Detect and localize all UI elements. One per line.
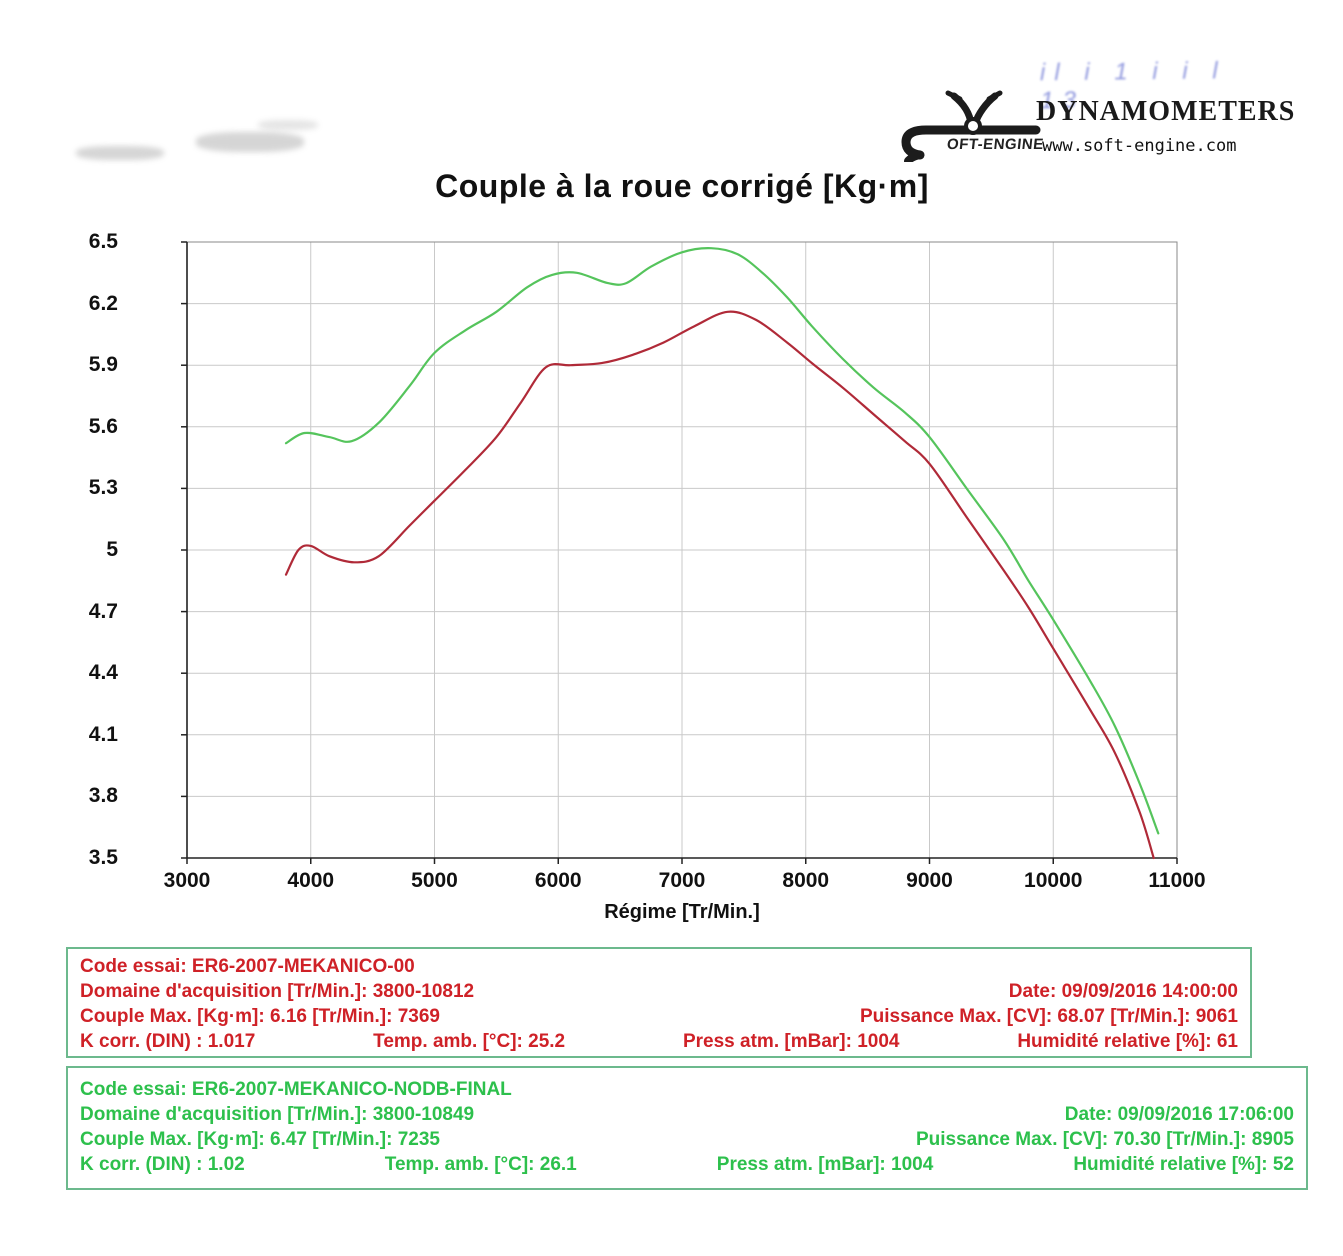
humidity: Humidité relative [%]: 52 — [1073, 1154, 1294, 1175]
x-axis-title: Régime [Tr/Min.] — [604, 901, 760, 923]
acquisition-domain: Domaine d'acquisition [Tr/Min.]: 3800-10… — [80, 1104, 475, 1125]
x-tick-label: 9000 — [906, 869, 953, 892]
y-tick-label: 5.3 — [88, 476, 118, 500]
puissance-max: Puissance Max. [CV]: 68.07 [Tr/Min.]: 90… — [859, 1006, 1238, 1027]
test-date: Date: 09/09/2016 17:06:00 — [1064, 1104, 1294, 1125]
couple-max: Couple Max. [Kg·m]: 6.16 [Tr/Min.]: 7369 — [80, 1006, 440, 1027]
y-tick-label: 3.5 — [88, 846, 118, 869]
website-url: www.soft-engine.com — [1042, 136, 1237, 156]
curve-ER6-2007-MEKANICO-NODB-FINAL — [284, 247, 1160, 835]
brand-name: DYNAMOMETERS — [1036, 96, 1296, 127]
code-essai-line: Code essai: ER6-2007-MEKANICO-NODB-FINAL — [80, 1077, 1294, 1102]
soft-engine-logo — [901, 90, 1041, 162]
code-essai-line: Code essai: ER6-2007-MEKANICO-00 — [80, 954, 1238, 979]
scan-artifact — [76, 146, 164, 160]
chart-title: Couple à la roue corrigé [Kg·m] — [435, 168, 929, 204]
test-info-box-green: Code essai: ER6-2007-MEKANICO-NODB-FINAL… — [66, 1066, 1308, 1190]
test-info-box-red: Code essai: ER6-2007-MEKANICO-00 Domaine… — [66, 947, 1252, 1058]
y-tick-label: 6.2 — [88, 291, 118, 315]
scan-artifact — [258, 120, 318, 130]
couple-max: Couple Max. [Kg·m]: 6.47 [Tr/Min.]: 7235 — [80, 1129, 440, 1150]
x-tick-label: 5000 — [411, 869, 458, 892]
code-essai-value: Code essai: ER6-2007-MEKANICO-00 — [80, 956, 415, 977]
acquisition-domain: Domaine d'acquisition [Tr/Min.]: 3800-10… — [80, 981, 475, 1002]
x-tick-label: 11000 — [1148, 869, 1206, 892]
puissance-max: Puissance Max. [CV]: 70.30 [Tr/Min.]: 89… — [915, 1129, 1294, 1150]
temp-amb: Temp. amb. [°C]: 26.1 — [384, 1154, 577, 1175]
x-tick-label: 10000 — [1024, 869, 1083, 892]
test-date: Date: 09/09/2016 14:00:00 — [1008, 981, 1238, 1002]
y-tick-label: 5.6 — [88, 414, 118, 438]
x-tick-label: 6000 — [534, 869, 582, 892]
k-corr: K corr. (DIN) : 1.017 — [80, 1031, 256, 1052]
scan-artifact — [196, 132, 304, 152]
y-tick-label: 4.4 — [88, 661, 118, 685]
k-corr: K corr. (DIN) : 1.02 — [80, 1154, 245, 1175]
x-tick-label: 7000 — [658, 869, 706, 892]
x-tick-label: 8000 — [782, 869, 830, 892]
y-tick-label: 3.8 — [88, 784, 118, 808]
press-atm: Press atm. [mBar]: 1004 — [716, 1154, 934, 1175]
press-atm: Press atm. [mBar]: 1004 — [682, 1031, 900, 1052]
x-tick-label: 3000 — [163, 869, 211, 892]
y-tick-label: 4.1 — [88, 722, 118, 746]
curve-ER6-2007-MEKANICO-00 — [284, 310, 1155, 860]
code-essai-value: Code essai: ER6-2007-MEKANICO-NODB-FINAL — [80, 1079, 512, 1100]
y-tick-label: 6.5 — [88, 230, 118, 253]
humidity: Humidité relative [%]: 61 — [1017, 1031, 1238, 1052]
y-tick-label: 5 — [106, 538, 118, 561]
temp-amb: Temp. amb. [°C]: 25.2 — [373, 1031, 566, 1052]
x-tick-label: 4000 — [287, 869, 335, 892]
y-tick-label: 5.9 — [88, 353, 118, 377]
y-tick-label: 4.7 — [88, 599, 118, 623]
